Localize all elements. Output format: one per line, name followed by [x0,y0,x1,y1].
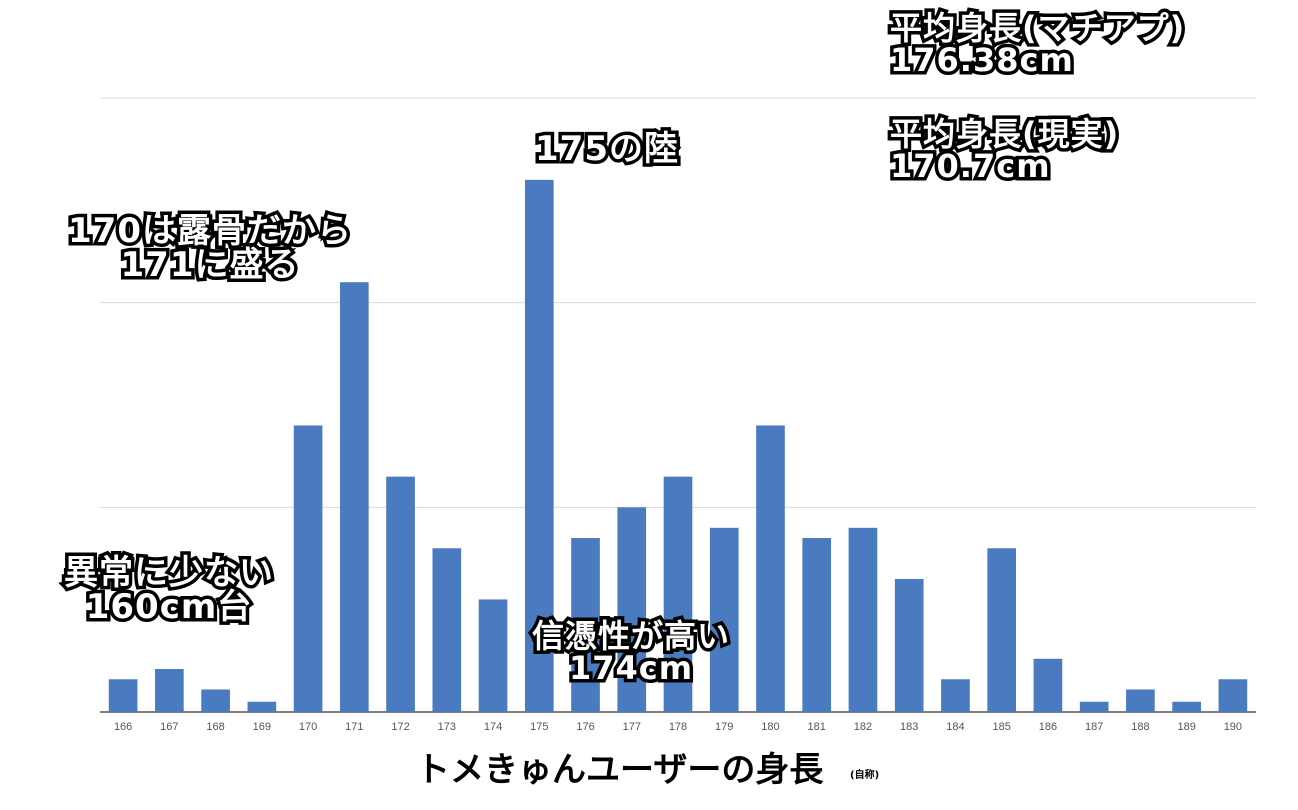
bar-174 [478,599,508,712]
x-tick-label: 190 [1224,721,1242,733]
bar-167 [155,669,184,712]
x-tick-label: 175 [530,721,548,733]
annotation-174: 信憑性が高い 174cm [528,617,732,688]
x-tick-label: 166 [114,721,132,733]
bar-178 [663,476,693,712]
bar-176 [571,538,600,712]
annotation-170: 170は露骨だから 171に盛る [65,211,355,286]
x-tick-label: 187 [1085,721,1103,733]
x-tick-label: 171 [345,721,363,733]
bar-190 [1218,679,1248,712]
x-tick-label: 170 [299,721,317,733]
annotation-line: 平均身長(マチアプ) [886,9,1187,48]
chart-title-note: (自称) [850,770,880,781]
annotation-line: 174cm [565,649,695,688]
bar-181 [802,538,832,712]
bar-173 [432,548,462,712]
x-tick-label: 178 [669,721,687,733]
annotation-line: 170.7cm [886,147,1053,186]
annotation-line: 異常に少ない [61,553,277,594]
annotation-line: 160cm台 [82,587,255,628]
x-tick-label: 169 [253,721,271,733]
x-tick-label: 186 [1039,721,1057,733]
x-tick-label: 180 [761,721,779,733]
annotation-160: 異常に少ない 160cm台 [61,553,277,628]
x-tick-label: 174 [484,721,502,733]
bar-169 [247,701,277,712]
bar-168 [201,689,230,712]
x-tick-label: 185 [993,721,1011,733]
bar-184 [941,679,970,712]
x-tick-label: 168 [206,721,224,733]
bar-185 [987,548,1017,712]
x-tick-label: 173 [438,721,456,733]
x-tick-label: 179 [715,721,733,733]
bar-179 [709,527,739,712]
bar-172 [386,476,415,712]
x-tick-label: 172 [391,721,409,733]
bar-180 [756,425,785,712]
bar-183 [894,578,924,712]
bar-170 [293,425,323,712]
bar-186 [1033,658,1063,712]
annotation-average-height-real: 平均身長(現実) 170.7cm [886,115,1121,186]
bar-182 [848,527,878,712]
bar-189 [1172,701,1201,712]
annotation-175: 175の陸 [532,129,682,170]
x-tick-label: 188 [1131,721,1149,733]
bar-166 [108,679,138,712]
x-tick-label: 182 [854,721,872,733]
bar-187 [1079,701,1109,712]
x-tick-label: 181 [808,721,826,733]
annotation-line: 170は露骨だから [65,211,355,252]
x-tick-label: 189 [1177,721,1195,733]
x-tick-label: 184 [946,721,964,733]
annotation-line: 平均身長(現実) [886,115,1121,154]
x-tick-label: 183 [900,721,918,733]
annotation-line: 信憑性が高い [528,617,732,656]
x-tick-label: 176 [576,721,594,733]
annotation-line: 175の陸 [532,129,682,170]
x-tick-label: 177 [623,721,641,733]
bar-177 [617,507,647,712]
annotation-average-height-app: 平均身長(マチアプ) 176.38cm [886,9,1187,80]
bar-175 [524,179,554,712]
bar-188 [1126,689,1155,712]
x-tick-label: 167 [160,721,178,733]
bar-171 [339,282,369,712]
annotation-line: 171に盛る [117,245,302,286]
chart-title: トメきゅんユーザーの身長 [416,750,824,790]
annotation-line: 176.38cm [886,41,1076,80]
